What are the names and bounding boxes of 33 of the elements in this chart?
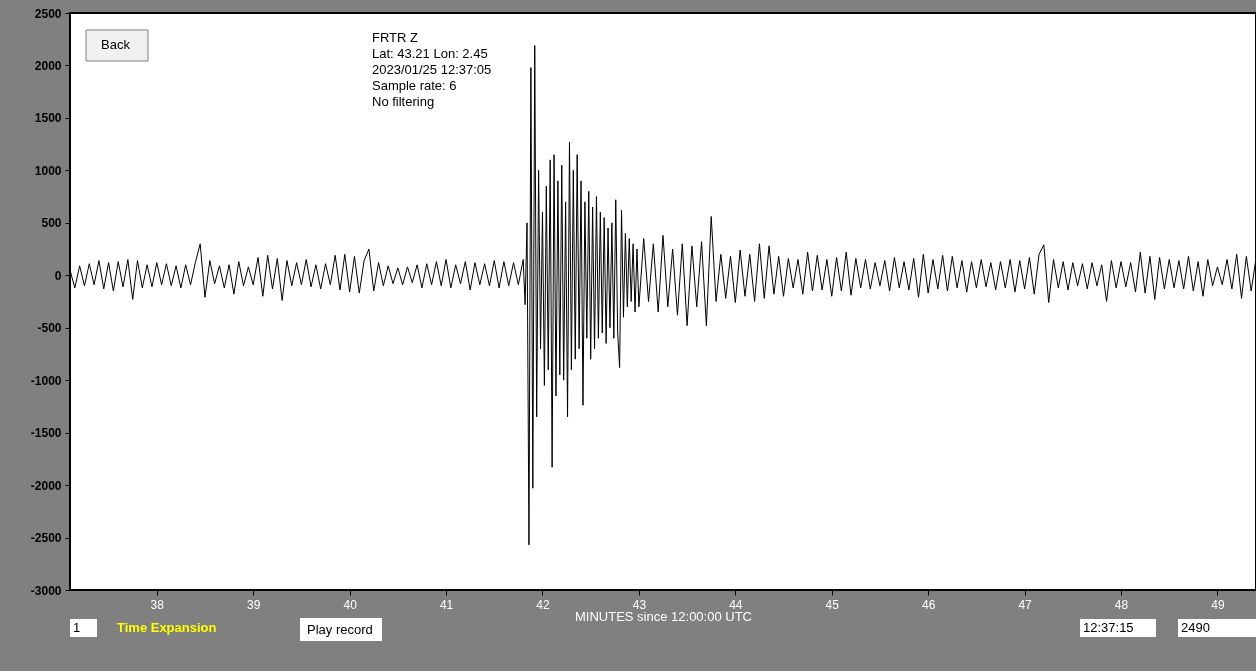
x-tick-label: 42 xyxy=(536,597,550,612)
annotation: Sample rate: 6 xyxy=(372,78,457,93)
y-tick-label: 0 xyxy=(54,268,62,283)
x-tick-label: 46 xyxy=(921,597,936,612)
x-tick-label: 48 xyxy=(1114,597,1129,612)
text: Play record xyxy=(307,622,373,637)
y-tick-label: 2000 xyxy=(34,58,62,73)
y-tick-label: -500 xyxy=(37,321,62,336)
y-tick-label: -1000 xyxy=(30,373,62,388)
y-tick-label: 500 xyxy=(41,216,62,231)
x-tick-label: 49 xyxy=(1211,597,1225,612)
annotation: FRTR Z xyxy=(372,30,419,45)
text: Time Expansion xyxy=(117,620,217,635)
x-tick-label: 40 xyxy=(343,597,358,612)
x-tick-label: 39 xyxy=(247,597,261,612)
annotation: No filtering xyxy=(372,94,435,109)
y-tick-label: -2000 xyxy=(30,478,62,493)
y-tick-label: 1500 xyxy=(34,111,62,126)
y-tick-label: -1500 xyxy=(30,426,62,441)
text: 2490 xyxy=(1181,620,1210,635)
y-tick-label: 1000 xyxy=(34,163,62,178)
y-tick-label: -2500 xyxy=(30,531,62,546)
text: 1 xyxy=(73,620,81,635)
annotation: 2023/01/25 12:37:05 xyxy=(372,62,492,77)
x-tick-label: 38 xyxy=(150,597,165,612)
y-tick-label: -3000 xyxy=(30,583,62,598)
y-tick-label: 2500 xyxy=(34,6,62,21)
x-tick-label: 45 xyxy=(825,597,840,612)
x-tick-label: 41 xyxy=(439,597,454,612)
annotation: Lat: 43.21 Lon: 2.45 xyxy=(372,46,488,61)
annotation: Back xyxy=(101,37,131,52)
x-tick-label: 47 xyxy=(1018,597,1033,612)
text: 12:37:15 xyxy=(1083,620,1134,635)
